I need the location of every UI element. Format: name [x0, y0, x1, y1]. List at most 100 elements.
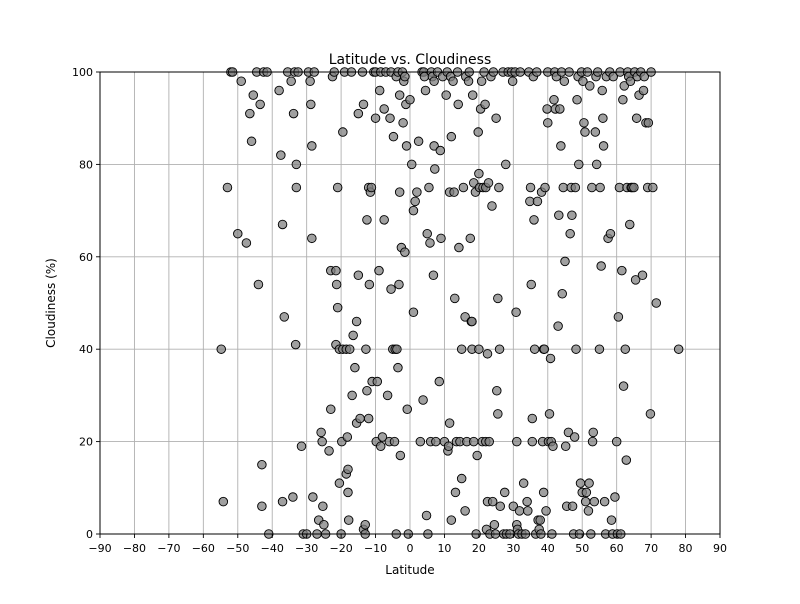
scatter-point: [523, 506, 533, 516]
scatter-point: [400, 247, 410, 257]
scatter-point: [375, 441, 386, 451]
ticks-layer: −90 −80 −70 −60 −50 −40 −30 −20 −10 0 10 20 30 40 50 60…: [72, 66, 727, 555]
scatter-point: [489, 520, 500, 530]
scatter-point: [553, 321, 563, 331]
scatter-point: [467, 316, 477, 327]
scatter-point: [360, 520, 370, 530]
x-axis-label: Latitude: [385, 563, 434, 577]
scatter-point: [472, 450, 482, 461]
scatter-point: [578, 76, 588, 86]
scatter-point: [611, 436, 622, 447]
scatter-point: [241, 238, 252, 248]
scatter-point: [588, 427, 598, 438]
scatter-point: [425, 238, 435, 248]
scatter-point: [296, 441, 307, 451]
scatter-point: [645, 409, 656, 419]
scatter-point: [529, 344, 540, 354]
scatter-point: [353, 108, 364, 119]
scatter-point: [420, 85, 431, 96]
scatter-point: [474, 344, 484, 354]
scatter-point: [343, 464, 353, 475]
scatter-point: [487, 496, 498, 507]
chart-title: Latitude vs. Cloudiness: [329, 52, 492, 68]
scatter-point: [556, 141, 566, 151]
scatter-point: [326, 404, 336, 415]
scatter-point: [429, 76, 439, 86]
scatter-point: [476, 76, 487, 86]
scatter-point: [483, 178, 494, 188]
scatter-point: [529, 215, 539, 225]
scatter-point: [549, 94, 559, 105]
scatter-point: [389, 436, 400, 447]
scatter-point: [279, 312, 290, 322]
scatter-point: [394, 90, 405, 100]
x-tick-label: −20: [330, 542, 353, 555]
scatter-point: [290, 339, 301, 350]
x-tick-label: 30: [506, 542, 520, 555]
scatter-point: [450, 487, 461, 498]
scatter-point: [587, 436, 598, 447]
scatter-point: [443, 441, 454, 451]
scatter-point: [286, 76, 296, 86]
scatter-point: [316, 427, 326, 438]
scatter-point: [430, 164, 440, 174]
scatter-point: [569, 432, 580, 442]
scatter-point: [288, 108, 299, 119]
scatter-point: [579, 118, 589, 128]
scatter-point: [370, 113, 381, 123]
scatter-point: [618, 94, 628, 105]
scatter-point: [567, 501, 578, 512]
scatter-point: [408, 205, 419, 216]
scatter-point: [591, 159, 602, 170]
scatter-point: [581, 487, 592, 498]
scatter-point: [395, 450, 406, 461]
scatter-point: [274, 85, 284, 96]
scatter-point: [590, 127, 601, 137]
scatter-point: [253, 279, 264, 290]
scatter-point: [257, 501, 267, 512]
scatter-point: [343, 515, 354, 525]
scatter-point: [638, 85, 649, 96]
scatter-point: [400, 71, 410, 82]
scatter-point: [218, 496, 229, 507]
scatter-point: [468, 436, 479, 447]
scatter-point: [441, 90, 451, 100]
scatter-point: [499, 487, 510, 498]
scatter-point: [493, 293, 503, 304]
scatter-point: [413, 136, 424, 147]
scatter-point: [580, 127, 590, 137]
scatter-point: [233, 228, 243, 239]
scatter-point: [565, 228, 575, 239]
scatter-point: [434, 376, 445, 387]
scatter-point: [527, 436, 538, 447]
scatter-point: [361, 344, 371, 354]
scatter-point: [236, 76, 246, 86]
scatter-point: [554, 210, 564, 220]
scatter-point: [307, 141, 317, 151]
x-tick-label: −70: [157, 542, 180, 555]
scatter-point: [594, 344, 605, 354]
scatter-point: [557, 289, 567, 299]
y-tick-label: 80: [79, 158, 93, 171]
scatter-point: [435, 145, 446, 156]
scatter-point: [460, 506, 470, 516]
scatter-point: [605, 228, 616, 239]
scatter-point: [347, 390, 357, 401]
points-layer: [216, 67, 684, 539]
scatter-point: [332, 182, 343, 193]
scatter-point: [415, 436, 426, 447]
scatter-point: [454, 242, 464, 253]
scatter-point: [518, 478, 529, 488]
scatter-point: [379, 215, 389, 225]
scatter-point: [246, 136, 257, 147]
scatter-point: [374, 85, 385, 96]
x-tick-label: −90: [88, 542, 111, 555]
scatter-point: [465, 233, 476, 244]
scatter-point: [620, 344, 631, 354]
scatter-point: [276, 150, 286, 160]
scatter-point: [388, 131, 399, 142]
scatter-point: [332, 302, 343, 313]
scatter-point: [428, 270, 439, 281]
scatter-point: [324, 446, 334, 456]
y-tick-label: 40: [79, 343, 93, 356]
